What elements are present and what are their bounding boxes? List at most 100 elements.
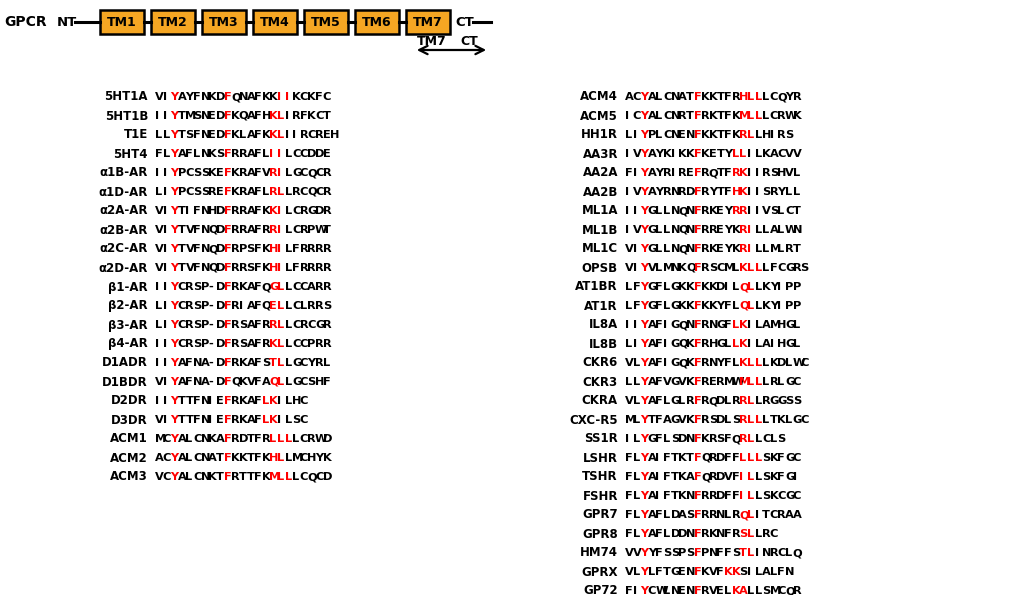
Text: L: L — [739, 453, 746, 463]
Text: β4-AR: β4-AR — [108, 337, 148, 350]
Text: Y: Y — [715, 301, 723, 311]
Text: I: I — [671, 149, 675, 159]
Text: -: - — [208, 339, 213, 349]
Text: Y: Y — [708, 187, 716, 197]
Text: Y: Y — [170, 415, 178, 425]
Text: G: G — [671, 358, 680, 368]
Text: D1BDR: D1BDR — [102, 375, 148, 389]
Text: L: L — [284, 396, 291, 406]
Text: D: D — [216, 130, 225, 140]
Text: S: S — [776, 434, 785, 444]
Text: S: S — [761, 491, 769, 501]
Text: F: F — [693, 434, 701, 444]
Text: H: H — [776, 168, 786, 178]
Text: K: K — [291, 92, 301, 102]
Text: D: D — [715, 396, 726, 406]
Text: T: T — [247, 472, 254, 482]
Text: T: T — [177, 206, 185, 216]
Text: Q: Q — [208, 263, 218, 273]
Text: K: K — [678, 149, 687, 159]
Text: N: N — [715, 529, 726, 539]
Text: F: F — [693, 111, 701, 121]
Text: K: K — [700, 130, 709, 140]
Text: R: R — [238, 206, 248, 216]
Text: T: T — [322, 111, 330, 121]
Text: G: G — [291, 358, 302, 368]
Text: Y: Y — [170, 244, 178, 254]
Text: L: L — [662, 586, 669, 595]
Text: K: K — [262, 92, 270, 102]
Text: V: V — [761, 206, 770, 216]
Text: α2C-AR: α2C-AR — [100, 243, 148, 255]
Text: A: A — [247, 206, 255, 216]
Text: R: R — [322, 282, 331, 292]
FancyBboxPatch shape — [202, 10, 246, 34]
Text: L: L — [754, 320, 761, 330]
Text: A: A — [247, 301, 255, 311]
Text: K: K — [662, 149, 672, 159]
Text: G: G — [671, 320, 680, 330]
Text: L: L — [754, 130, 761, 140]
Text: F: F — [625, 453, 632, 463]
Text: R: R — [776, 130, 786, 140]
Text: I: I — [723, 282, 728, 292]
Text: M: M — [723, 377, 735, 387]
Text: E: E — [216, 415, 223, 425]
Text: G: G — [671, 415, 680, 425]
Text: R: R — [231, 415, 239, 425]
Text: TM2: TM2 — [158, 15, 187, 29]
Text: K: K — [739, 168, 747, 178]
Text: R: R — [208, 187, 217, 197]
Text: C: C — [307, 320, 316, 330]
Text: L: L — [746, 358, 753, 368]
Text: R: R — [792, 263, 801, 273]
Text: L: L — [284, 244, 291, 254]
Text: G: G — [269, 282, 278, 292]
Text: ML1A: ML1A — [581, 205, 618, 218]
Text: α2D-AR: α2D-AR — [99, 261, 148, 274]
Text: C: C — [632, 111, 640, 121]
Text: Y: Y — [640, 567, 648, 577]
Text: R: R — [231, 320, 239, 330]
Text: F: F — [254, 301, 262, 311]
Text: K: K — [708, 301, 717, 311]
Text: S: S — [708, 263, 716, 273]
Text: L: L — [655, 244, 662, 254]
Text: L: L — [632, 434, 639, 444]
Text: I: I — [162, 320, 166, 330]
Text: L: L — [746, 472, 753, 482]
Text: M: M — [625, 415, 636, 425]
Text: Y: Y — [315, 453, 323, 463]
Text: R: R — [708, 510, 716, 520]
Text: OPSB: OPSB — [581, 261, 618, 274]
Text: L: L — [731, 301, 738, 311]
Text: P: P — [785, 301, 793, 311]
Text: SS1R: SS1R — [584, 433, 618, 446]
Text: G: G — [291, 168, 302, 178]
Text: A: A — [647, 339, 656, 349]
Text: C: C — [800, 358, 808, 368]
Text: S: S — [761, 187, 769, 197]
Text: R: R — [739, 225, 747, 235]
Text: A: A — [307, 282, 316, 292]
Text: F: F — [662, 491, 671, 501]
Text: T: T — [715, 168, 723, 178]
Text: K: K — [269, 92, 278, 102]
Text: F: F — [254, 358, 262, 368]
Text: R: R — [678, 168, 686, 178]
Text: S: S — [238, 320, 247, 330]
Text: L: L — [785, 415, 792, 425]
Text: F: F — [193, 130, 201, 140]
Text: F: F — [254, 434, 262, 444]
Text: L: L — [269, 434, 276, 444]
Text: A: A — [247, 339, 255, 349]
Text: A: A — [647, 377, 656, 387]
Text: L: L — [632, 377, 639, 387]
Text: Y: Y — [170, 320, 178, 330]
Text: V: V — [632, 225, 641, 235]
Text: C: C — [291, 320, 301, 330]
Text: F: F — [655, 510, 662, 520]
Text: S: S — [247, 263, 255, 273]
Text: C: C — [300, 187, 308, 197]
Text: F: F — [723, 434, 731, 444]
